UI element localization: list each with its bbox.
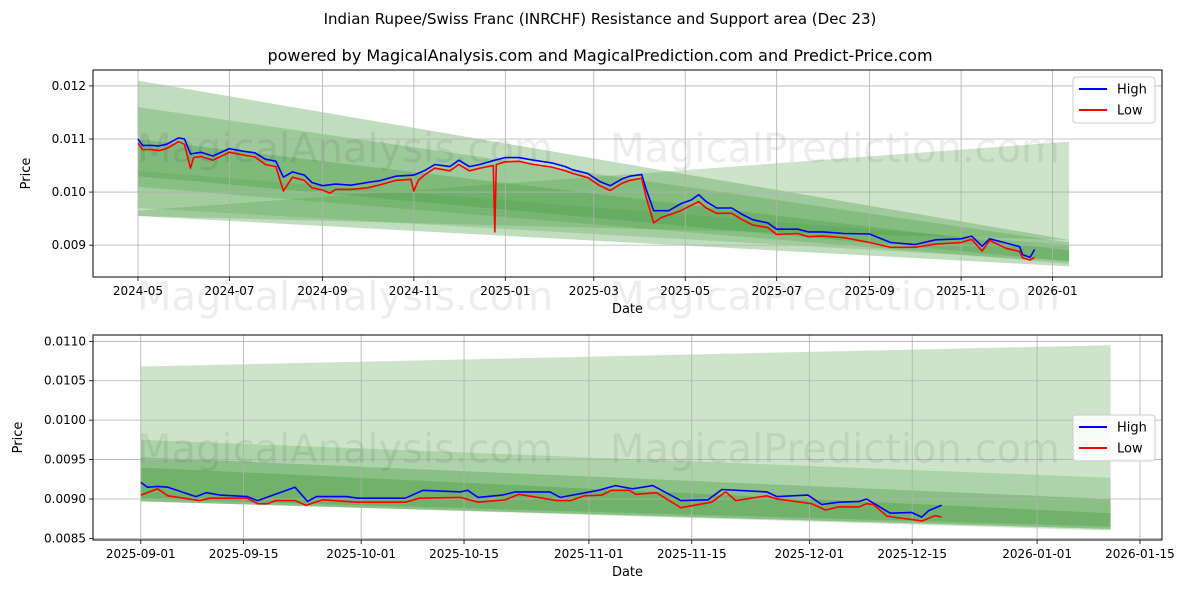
- watermark-text: MagicalPrediction.com: [610, 427, 1060, 473]
- watermark-text: MagicalPrediction.com: [610, 126, 1060, 172]
- band-area: [137, 141, 1070, 240]
- x-tick-label: 2025-01: [480, 284, 530, 298]
- support-resistance-bands: [140, 345, 1111, 531]
- x-tick-label: 2024-09: [297, 284, 347, 298]
- y-tick-label: 0.0110: [44, 334, 86, 348]
- band-area: [140, 457, 1111, 529]
- x-tick-label: 2025-12-01: [774, 547, 844, 561]
- x-tick-label: 2025-07: [752, 284, 802, 298]
- x-tick-label: 2024-05: [113, 284, 163, 298]
- y-tick-label: 0.0085: [44, 531, 86, 545]
- x-tick-label: 2026-01-15: [1105, 547, 1175, 561]
- band-area: [137, 80, 1070, 267]
- x-tick-label: 2025-05: [660, 284, 710, 298]
- y-tick-label: 0.0095: [44, 453, 86, 467]
- y-tick-label: 0.0105: [44, 374, 86, 388]
- plot-frame: [92, 334, 1163, 541]
- legend-label-high: High: [1117, 421, 1147, 436]
- y-tick-label: 0.0100: [44, 413, 86, 427]
- series-high-line: [140, 481, 942, 518]
- y-tick-label: 0.0090: [44, 492, 86, 506]
- watermark-text: MagicalPrediction.com: [610, 274, 1060, 320]
- x-axis-label: Date: [612, 565, 643, 580]
- series-high-line: [137, 137, 1036, 259]
- x-tick-label: 2024-07: [204, 284, 254, 298]
- x-tick-label: 2025-09: [845, 284, 895, 298]
- y-tick-label: 0.012: [52, 79, 86, 93]
- x-tick-label: 2025-03: [569, 284, 619, 298]
- chart-title: Indian Rupee/Swiss Franc (INRCHF) Resist…: [323, 10, 877, 28]
- y-axis-label: Price: [11, 422, 26, 454]
- x-tick-label: 2024-11: [389, 284, 439, 298]
- x-tick-label: 2025-12-15: [877, 547, 947, 561]
- chart-2: 2025-09-01 2025-09-15 2025-10-01 2025-10-15…: [11, 334, 1175, 580]
- support-resistance-bands: [137, 80, 1070, 267]
- x-tick-label: 2026-01: [1027, 284, 1077, 298]
- chart-subtitle: powered by MagicalAnalysis.com and Magic…: [267, 46, 933, 65]
- series-lines: [137, 137, 1036, 261]
- x-tick-label: 2025-11: [936, 284, 986, 298]
- x-axis-label: Date: [612, 302, 643, 317]
- watermark-text: MagicalAnalysis.com: [137, 274, 553, 320]
- chart-1: 2024-05 2024-07 2024-09 2024-11 2025-01 2025-…: [19, 69, 1163, 320]
- band-area: [140, 439, 1111, 529]
- series-lines: [140, 481, 942, 522]
- series-low-line: [137, 140, 1036, 261]
- x-tick-label: 2026-01-01: [1002, 547, 1072, 561]
- band-area: [140, 467, 1111, 527]
- watermark-text: MagicalAnalysis.com: [137, 126, 553, 172]
- legend-label-high: High: [1117, 83, 1147, 98]
- x-tick-label: 2025-11-15: [657, 547, 727, 561]
- x-tick-label: 2025-09-01: [106, 547, 176, 561]
- band-area: [137, 107, 1070, 264]
- plot-frame: [92, 69, 1163, 278]
- y-tick-label: 0.009: [52, 238, 86, 252]
- legend-label-low: Low: [1117, 104, 1143, 119]
- y-tick-label: 0.010: [52, 185, 86, 199]
- legend: High Low: [1072, 414, 1156, 462]
- y-axis-label: Price: [19, 158, 34, 190]
- legend-label-low: Low: [1117, 442, 1143, 457]
- series-low-line: [140, 488, 942, 522]
- x-tick-label: 2025-09-15: [209, 547, 279, 561]
- band-area: [137, 139, 1070, 262]
- legend: High Low: [1072, 76, 1156, 124]
- x-tick-label: 2025-10-01: [326, 547, 396, 561]
- watermark-text: MagicalAnalysis.com: [137, 427, 553, 473]
- band-area: [137, 170, 1070, 262]
- y-tick-label: 0.011: [52, 132, 86, 146]
- band-area: [140, 345, 1111, 531]
- x-tick-label: 2025-10-15: [429, 547, 499, 561]
- x-tick-label: 2025-11-01: [554, 547, 624, 561]
